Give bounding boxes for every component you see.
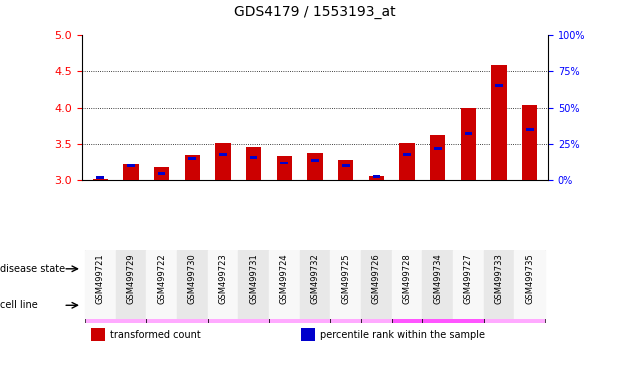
- Text: cell line: cell line: [0, 300, 38, 310]
- Text: GSM499733: GSM499733: [495, 253, 503, 304]
- Bar: [369, 176, 384, 180]
- Text: GSM499725: GSM499725: [341, 253, 350, 304]
- Bar: [238, 250, 269, 319]
- Bar: [453, 250, 484, 319]
- Bar: [96, 176, 104, 179]
- Bar: [116, 250, 146, 319]
- Text: GSM499721: GSM499721: [96, 253, 105, 304]
- Bar: [185, 155, 200, 180]
- Bar: [123, 164, 139, 180]
- Text: GSM499732: GSM499732: [311, 253, 319, 304]
- Text: Burkitt
lymphoma: Burkitt lymphoma: [389, 262, 425, 275]
- Bar: [158, 172, 166, 175]
- Text: Reh: Reh: [447, 302, 459, 308]
- Text: GSM499726: GSM499726: [372, 253, 381, 304]
- Text: percentile rank within the sample: percentile rank within the sample: [319, 329, 484, 340]
- Bar: [85, 250, 392, 288]
- Bar: [399, 142, 415, 180]
- Bar: [127, 164, 135, 167]
- Text: L540: L540: [337, 302, 354, 308]
- Text: L540
Cy: L540 Cy: [368, 299, 385, 312]
- Bar: [361, 250, 392, 319]
- Bar: [307, 154, 323, 180]
- Bar: [85, 288, 146, 323]
- Bar: [372, 175, 380, 177]
- Bar: [208, 288, 269, 323]
- Text: GDS4179 / 1553193_at: GDS4179 / 1553193_at: [234, 5, 396, 19]
- Bar: [311, 159, 319, 162]
- Bar: [91, 328, 105, 341]
- Bar: [208, 250, 238, 319]
- Bar: [495, 84, 503, 87]
- Bar: [430, 135, 445, 180]
- Bar: [269, 250, 300, 319]
- Text: GSM499734: GSM499734: [433, 253, 442, 304]
- Text: GSM499735: GSM499735: [525, 253, 534, 304]
- Bar: [464, 132, 472, 135]
- Bar: [484, 288, 545, 323]
- Bar: [277, 156, 292, 180]
- Bar: [146, 288, 208, 323]
- Text: GSM499722: GSM499722: [157, 253, 166, 304]
- Bar: [484, 250, 514, 319]
- Bar: [422, 250, 453, 319]
- Bar: [526, 128, 534, 131]
- Text: GSM499727: GSM499727: [464, 253, 473, 304]
- Bar: [484, 250, 545, 288]
- Bar: [219, 153, 227, 156]
- Bar: [392, 250, 422, 288]
- Bar: [280, 162, 288, 164]
- Text: GSM499730: GSM499730: [188, 253, 197, 304]
- Bar: [392, 288, 422, 323]
- Bar: [403, 153, 411, 156]
- Bar: [177, 250, 208, 319]
- Text: SU-DH
L-4: SU-DH L-4: [503, 299, 525, 312]
- Bar: [250, 156, 258, 159]
- Bar: [491, 65, 507, 180]
- Bar: [300, 250, 330, 319]
- Text: classical Hodgkin lymphoma: classical Hodgkin lymphoma: [188, 266, 289, 272]
- Bar: [154, 167, 169, 180]
- Bar: [361, 288, 392, 323]
- Bar: [461, 108, 476, 180]
- Text: B acute lympho
blastic leukemia: B acute lympho blastic leukemia: [425, 262, 481, 275]
- Bar: [93, 179, 108, 180]
- Bar: [522, 104, 537, 180]
- Text: GSM499731: GSM499731: [249, 253, 258, 304]
- Bar: [338, 160, 353, 180]
- Text: GSM499728: GSM499728: [403, 253, 411, 304]
- Text: disease state: disease state: [0, 264, 65, 274]
- Bar: [342, 164, 350, 167]
- Bar: [301, 328, 315, 341]
- Bar: [422, 250, 484, 288]
- Text: GSM499724: GSM499724: [280, 253, 289, 304]
- Bar: [330, 250, 361, 319]
- Text: KM-H2: KM-H2: [227, 302, 249, 308]
- Bar: [330, 288, 361, 323]
- Bar: [392, 250, 422, 319]
- Bar: [85, 250, 116, 319]
- Bar: [434, 147, 442, 150]
- Bar: [269, 288, 330, 323]
- Bar: [188, 157, 196, 160]
- Text: GSM499729: GSM499729: [127, 253, 135, 304]
- Text: B non
Hodgki
n lymp
homa: B non Hodgki n lymp homa: [502, 255, 527, 282]
- Text: transformed count: transformed count: [110, 329, 200, 340]
- Text: HDLM2: HDLM2: [287, 302, 312, 308]
- Text: L1236: L1236: [166, 302, 188, 308]
- Bar: [215, 142, 231, 180]
- Text: L428: L428: [107, 302, 124, 308]
- Bar: [246, 147, 261, 180]
- Bar: [422, 288, 484, 323]
- Text: Namalwa: Namalwa: [391, 302, 423, 308]
- Bar: [514, 250, 545, 319]
- Text: GSM499723: GSM499723: [219, 253, 227, 304]
- Bar: [146, 250, 177, 319]
